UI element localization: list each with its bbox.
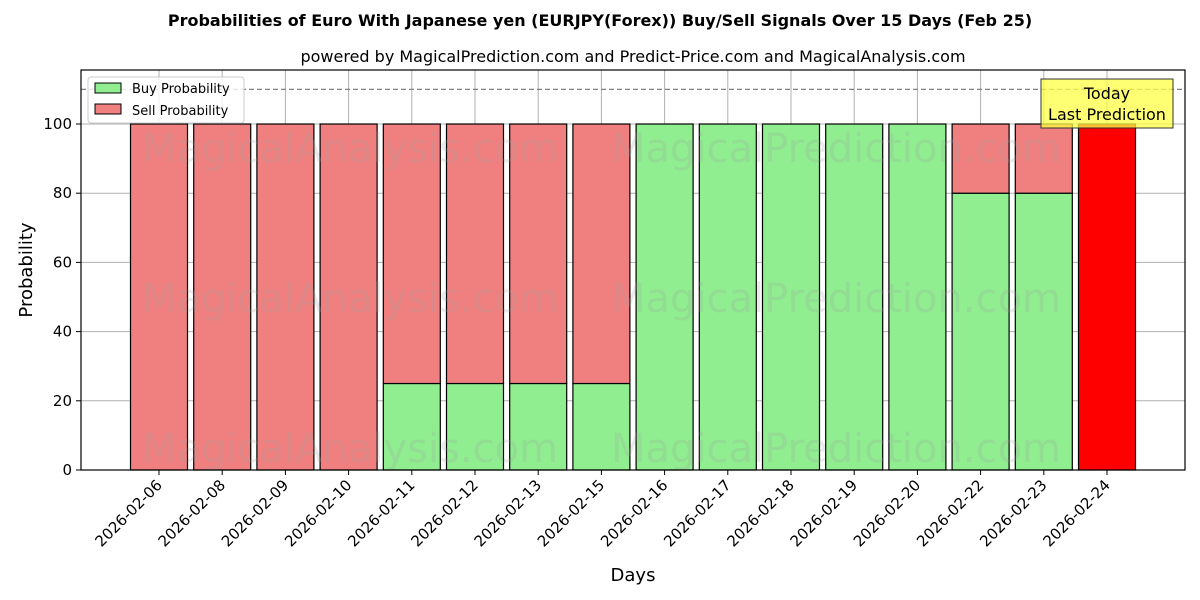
bar-buy <box>635 123 694 471</box>
bar-buy <box>572 382 631 471</box>
watermark-text: MagicalAnalysis.com <box>142 126 558 172</box>
x-tick-label: 2026-02-23 <box>976 476 1050 550</box>
y-tick-label: 20 <box>53 392 72 410</box>
y-tick-label: 100 <box>43 115 72 133</box>
y-tick-label: 60 <box>53 253 72 271</box>
legend: Buy Probability Sell Probability <box>87 76 245 124</box>
bar-group <box>698 123 757 471</box>
watermark-text: MagicalPrediction.com <box>611 276 1061 322</box>
x-tick-label: 2026-02-10 <box>281 476 355 550</box>
bar-group <box>256 123 315 471</box>
bar-buy <box>951 192 1010 471</box>
bar-buy <box>509 382 568 471</box>
x-axis: 2026-02-062026-02-082026-02-092026-02-10… <box>91 470 1114 550</box>
bars <box>129 123 1137 471</box>
bar-buy <box>1014 192 1073 471</box>
bar-sell <box>1014 123 1073 194</box>
chart-title: Probabilities of Euro With Japanese yen … <box>168 11 1032 30</box>
bar-buy <box>761 123 821 471</box>
bar-sell <box>382 123 441 385</box>
bar-group <box>509 123 568 471</box>
bar-buy <box>888 123 947 471</box>
annotation-line1: Today <box>1083 84 1130 103</box>
x-tick-label: 2026-02-20 <box>850 476 924 550</box>
legend-swatch-sell <box>94 103 122 115</box>
x-tick-label: 2026-02-19 <box>787 476 861 550</box>
bar-buy <box>825 123 884 471</box>
bar-group <box>635 123 694 471</box>
watermark-text: MagicalPrediction.com <box>611 126 1061 172</box>
bar-sell <box>572 123 631 385</box>
legend-swatch-buy <box>94 82 122 94</box>
bar-sell <box>951 123 1010 194</box>
x-tick-label: 2026-02-15 <box>534 476 608 550</box>
y-tick-label: 80 <box>53 184 72 202</box>
x-tick-label: 2026-02-06 <box>91 476 165 550</box>
bar-group <box>761 123 821 471</box>
x-tick-label: 2026-02-16 <box>597 476 671 550</box>
legend-label-buy: Buy Probability <box>132 82 230 97</box>
bar-sell <box>445 123 505 385</box>
y-axis: 0 20 40 60 80 100 <box>43 115 81 479</box>
watermark-text: MagicalAnalysis.com <box>142 276 558 322</box>
x-tick-label: 2026-02-18 <box>723 476 797 550</box>
annotation-line2: Last Prediction <box>1048 105 1166 124</box>
x-tick-label: 2026-02-11 <box>344 476 418 550</box>
plot-frame <box>80 69 1186 471</box>
bar-group <box>825 123 884 471</box>
bar-sell <box>509 123 568 385</box>
bar-today <box>1077 123 1137 471</box>
x-tick-label: 2026-02-22 <box>913 476 987 550</box>
watermark-text: MagicalPrediction.com <box>611 426 1061 472</box>
bar-group <box>572 123 631 471</box>
x-axis-label: Days <box>611 565 656 586</box>
bar-buy <box>698 123 757 471</box>
y-axis-label: Probability <box>16 222 37 317</box>
y-tick-label: 40 <box>53 323 72 341</box>
x-tick-label: 2026-02-13 <box>471 476 545 550</box>
x-tick-label: 2026-02-09 <box>218 476 292 550</box>
bar-sell <box>256 123 315 471</box>
x-tick-label: 2026-02-17 <box>660 476 734 550</box>
y-tick-label: 0 <box>62 461 72 479</box>
x-tick-label: 2026-02-08 <box>155 476 229 550</box>
bar-group <box>888 123 947 471</box>
legend-label-sell: Sell Probability <box>132 104 229 119</box>
bar-group <box>445 123 505 471</box>
bar-group <box>951 123 1010 471</box>
bar-sell <box>319 123 378 471</box>
bar-group <box>319 123 378 471</box>
chart-subtitle: powered by MagicalPrediction.com and Pre… <box>300 47 965 66</box>
watermarks: MagicalAnalysis.com MagicalPrediction.com… <box>142 126 1061 472</box>
today-annotation: Today Last Prediction <box>1040 78 1174 129</box>
watermark-text: MagicalAnalysis.com <box>142 426 558 472</box>
bar-buy <box>382 382 441 471</box>
x-tick-label: 2026-02-24 <box>1039 476 1113 550</box>
x-tick-label: 2026-02-12 <box>407 476 481 550</box>
bar-group <box>382 123 441 471</box>
bar-group <box>1014 123 1073 471</box>
bar-group <box>1077 123 1137 471</box>
